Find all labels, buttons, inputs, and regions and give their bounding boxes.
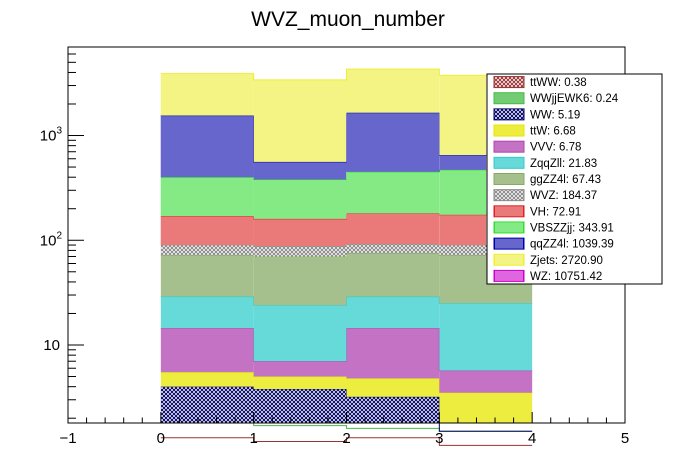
x-tick-label: 3 [435, 430, 443, 447]
bar-11-2 [346, 69, 440, 113]
series-11 [160, 68, 533, 162]
bar-8-1 [253, 218, 347, 247]
legend-item: ZqqZll: 21.83 [493, 156, 597, 170]
legend-label: WZ: 10751.42 [530, 271, 602, 283]
bar-4-0 [160, 328, 254, 373]
series-outline-11 [160, 68, 533, 81]
legend-label: VBSZZjj: 343.91 [530, 222, 614, 234]
legend-swatch [493, 253, 525, 266]
bar-3-3 [439, 392, 533, 423]
legend-label: ttW: 6.68 [530, 126, 576, 138]
legend-item: VBSZZjj: 343.91 [493, 221, 614, 234]
legend: ttWW: 0.38 WWjjEWK6: 0.24 WW: 5.19 ttW: 6.6… [486, 73, 663, 285]
legend-label: WW: 5.19 [530, 109, 580, 121]
legend-label: ttWW: 0.38 [530, 77, 587, 89]
bar-2-1 [253, 389, 347, 423]
bar-4-2 [346, 328, 440, 379]
legend-item: ttWW: 0.38 [493, 76, 587, 89]
x-tick-label: 2 [342, 430, 350, 447]
bar-4-1 [253, 361, 347, 377]
bar-5-2 [346, 296, 440, 329]
x-tick-label: −1 [59, 430, 76, 447]
legend-swatch [493, 76, 525, 89]
legend-swatch [493, 173, 525, 185]
y-tick-label: 103 [40, 126, 63, 145]
y-tick-label: 10 [43, 337, 60, 354]
legend-swatch [493, 156, 525, 169]
legend-label: ZqqZll: 21.83 [530, 158, 597, 170]
legend-label: VVV: 6.78 [530, 142, 581, 154]
bar-7-0 [160, 245, 254, 256]
series-5 [160, 296, 533, 371]
legend-item: ttW: 6.68 [493, 124, 576, 138]
bar-2-2 [346, 396, 440, 423]
legend-swatch [493, 189, 525, 202]
bar-8-2 [346, 213, 440, 245]
bar-11-1 [253, 79, 347, 162]
bar-9-0 [160, 177, 254, 217]
bar-9-1 [253, 179, 347, 219]
legend-swatch [493, 92, 525, 105]
bar-5-1 [253, 305, 347, 362]
bar-5-0 [160, 296, 254, 329]
legend-label: ggZZ4l: 67.43 [530, 174, 601, 186]
legend-swatch [493, 221, 525, 234]
bar-7-1 [253, 246, 347, 257]
bar-10-1 [253, 161, 347, 180]
legend-item: ggZZ4l: 67.43 [493, 173, 601, 186]
legend-label: WVZ: 184.37 [530, 190, 597, 202]
legend-label: WWjjEWK6: 0.24 [530, 93, 619, 105]
y-tick-label: 102 [40, 230, 63, 249]
x-tick-label: 0 [157, 430, 165, 447]
legend-swatch [493, 124, 525, 137]
legend-swatch [493, 237, 525, 250]
series-0 [160, 437, 533, 446]
legend-label: qqZZ4l: 1039.39 [530, 239, 614, 251]
bar-10-2 [346, 112, 440, 172]
bar-6-0 [160, 255, 254, 297]
series-3 [160, 371, 533, 423]
legend-swatch [493, 108, 525, 121]
bar-2-0 [160, 386, 254, 423]
bar-6-2 [346, 253, 440, 297]
bar-7-2 [346, 244, 440, 254]
legend-item: WVZ: 184.37 [493, 189, 597, 202]
chart-title: WVZ_muon_number [251, 8, 445, 31]
bar-9-2 [346, 171, 440, 214]
legend-item: VVV: 6.78 [493, 140, 581, 154]
bar-11-0 [160, 73, 254, 116]
legend-item: qqZZ4l: 1039.39 [493, 237, 614, 251]
bar-7-3 [439, 245, 533, 256]
bar-8-0 [160, 216, 254, 246]
legend-item: WW: 5.19 [493, 108, 580, 121]
legend-item: WZ: 10751.42 [493, 269, 602, 283]
legend-swatch [493, 205, 525, 218]
bar-3-2 [346, 378, 440, 397]
bar-3-1 [253, 376, 347, 390]
legend-item: Zjets: 2720.90 [493, 253, 603, 267]
stacked-bars [160, 68, 533, 446]
x-tick-label: 4 [528, 430, 536, 447]
bar-6-1 [253, 256, 347, 306]
bar-3-0 [160, 372, 254, 387]
legend-item: VH: 72.91 [493, 205, 581, 218]
legend-swatch [493, 269, 525, 282]
x-tick-label: 1 [249, 430, 257, 447]
legend-label: VH: 72.91 [530, 206, 581, 218]
legend-item: WWjjEWK6: 0.24 [493, 92, 619, 105]
bar-4-3 [439, 370, 533, 393]
bar-10-0 [160, 115, 254, 178]
x-tick-label: 5 [621, 430, 629, 447]
bar-5-3 [439, 303, 533, 371]
axes: −1 0 1 2 3 4 5 10 102 103 [40, 46, 629, 447]
series-outline-0 [160, 437, 533, 446]
legend-label: Zjets: 2720.90 [530, 255, 603, 267]
legend-swatch [493, 140, 525, 153]
